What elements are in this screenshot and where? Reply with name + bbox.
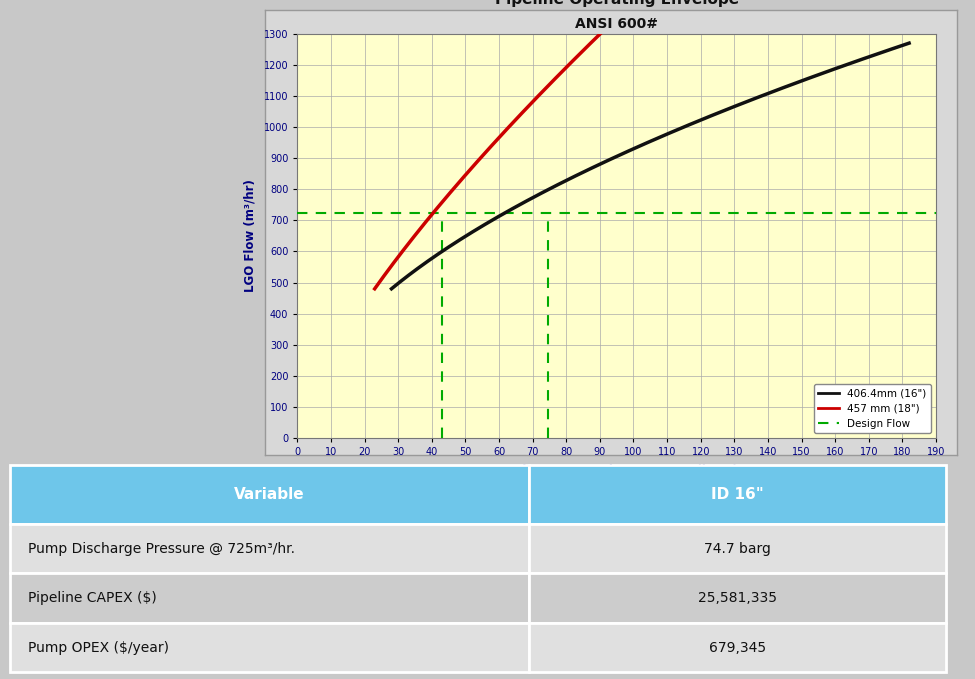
Bar xyxy=(10,465,529,524)
Text: Pipeline Operating Envelope: Pipeline Operating Envelope xyxy=(494,0,739,7)
X-axis label: Maximum Operating Pressure (barg): Maximum Operating Pressure (barg) xyxy=(495,464,738,477)
Text: Variable: Variable xyxy=(234,487,305,502)
Bar xyxy=(10,524,529,574)
Y-axis label: LGO Flow (m³/hr): LGO Flow (m³/hr) xyxy=(244,179,256,293)
Bar xyxy=(529,524,946,574)
Text: 679,345: 679,345 xyxy=(709,640,766,655)
Bar xyxy=(529,623,946,672)
Bar xyxy=(10,574,529,623)
Text: ID 16": ID 16" xyxy=(711,487,763,502)
Bar xyxy=(10,623,529,672)
Text: ANSI 600#: ANSI 600# xyxy=(575,16,658,31)
Text: Pump OPEX ($/year): Pump OPEX ($/year) xyxy=(28,640,170,655)
Text: Pipeline CAPEX ($): Pipeline CAPEX ($) xyxy=(28,591,157,605)
Text: 25,581,335: 25,581,335 xyxy=(698,591,777,605)
Bar xyxy=(529,574,946,623)
Bar xyxy=(529,465,946,524)
Text: 74.7 barg: 74.7 barg xyxy=(704,542,771,556)
Text: Pump Discharge Pressure @ 725m³/hr.: Pump Discharge Pressure @ 725m³/hr. xyxy=(28,542,295,556)
Legend: 406.4mm (16"), 457 mm (18"), Design Flow: 406.4mm (16"), 457 mm (18"), Design Flow xyxy=(814,384,931,433)
